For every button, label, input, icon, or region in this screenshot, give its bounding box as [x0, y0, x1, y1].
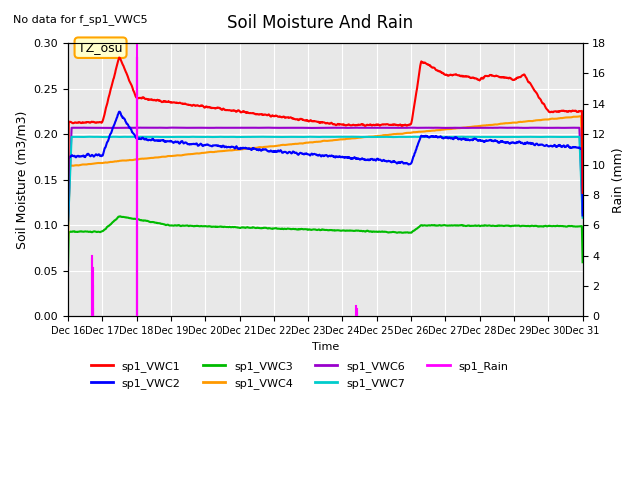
Y-axis label: Soil Moisture (m3/m3): Soil Moisture (m3/m3)	[15, 110, 28, 249]
X-axis label: Time: Time	[312, 342, 339, 352]
Text: TZ_osu: TZ_osu	[78, 41, 123, 54]
Text: No data for f_sp1_VWC5: No data for f_sp1_VWC5	[13, 14, 147, 25]
Y-axis label: Rain (mm): Rain (mm)	[612, 147, 625, 213]
Legend: sp1_VWC1, sp1_VWC2, sp1_VWC3, sp1_VWC4, sp1_VWC6, sp1_VWC7, sp1_Rain: sp1_VWC1, sp1_VWC2, sp1_VWC3, sp1_VWC4, …	[86, 357, 513, 393]
Text: Soil Moisture And Rain: Soil Moisture And Rain	[227, 14, 413, 33]
